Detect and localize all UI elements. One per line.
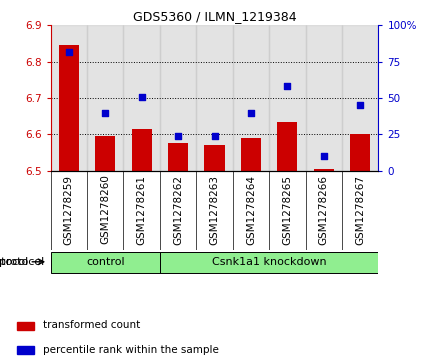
Title: GDS5360 / ILMN_1219384: GDS5360 / ILMN_1219384 <box>133 10 296 23</box>
Bar <box>59 45 79 171</box>
Text: GSM1278264: GSM1278264 <box>246 175 256 245</box>
Point <box>102 110 109 115</box>
Text: GSM1278263: GSM1278263 <box>209 175 220 245</box>
Bar <box>350 134 370 171</box>
Point <box>247 110 254 115</box>
Bar <box>269 25 305 171</box>
Text: protocol: protocol <box>0 257 28 267</box>
Point <box>320 153 327 159</box>
Bar <box>160 252 378 273</box>
Bar <box>314 169 334 171</box>
Bar <box>277 122 297 171</box>
Text: GSM1278262: GSM1278262 <box>173 175 183 245</box>
Text: GSM1278260: GSM1278260 <box>100 175 110 244</box>
Bar <box>17 346 34 354</box>
Bar <box>51 25 87 171</box>
Bar <box>342 25 378 171</box>
Bar <box>17 322 34 330</box>
Bar <box>132 129 152 171</box>
Point <box>138 94 145 99</box>
Bar <box>87 25 124 171</box>
Bar <box>51 252 160 273</box>
Point <box>175 133 182 139</box>
Bar <box>124 25 160 171</box>
Point <box>65 49 72 54</box>
Text: GSM1278266: GSM1278266 <box>319 175 329 245</box>
Bar <box>305 25 342 171</box>
Text: percentile rank within the sample: percentile rank within the sample <box>43 345 219 355</box>
Bar <box>233 25 269 171</box>
Point <box>357 102 364 108</box>
Text: control: control <box>86 257 125 267</box>
Text: protocol: protocol <box>0 257 44 267</box>
Bar <box>196 25 233 171</box>
Bar <box>95 136 115 171</box>
Text: GSM1278259: GSM1278259 <box>64 175 74 245</box>
Text: GSM1278261: GSM1278261 <box>137 175 147 245</box>
Bar <box>205 145 224 171</box>
Bar <box>168 143 188 171</box>
Text: Csnk1a1 knockdown: Csnk1a1 knockdown <box>212 257 326 267</box>
Text: transformed count: transformed count <box>43 320 140 330</box>
Point <box>284 83 291 89</box>
Bar <box>241 138 261 171</box>
Bar <box>160 25 196 171</box>
Text: GSM1278265: GSM1278265 <box>282 175 292 245</box>
Text: GSM1278267: GSM1278267 <box>355 175 365 245</box>
Point <box>211 133 218 139</box>
